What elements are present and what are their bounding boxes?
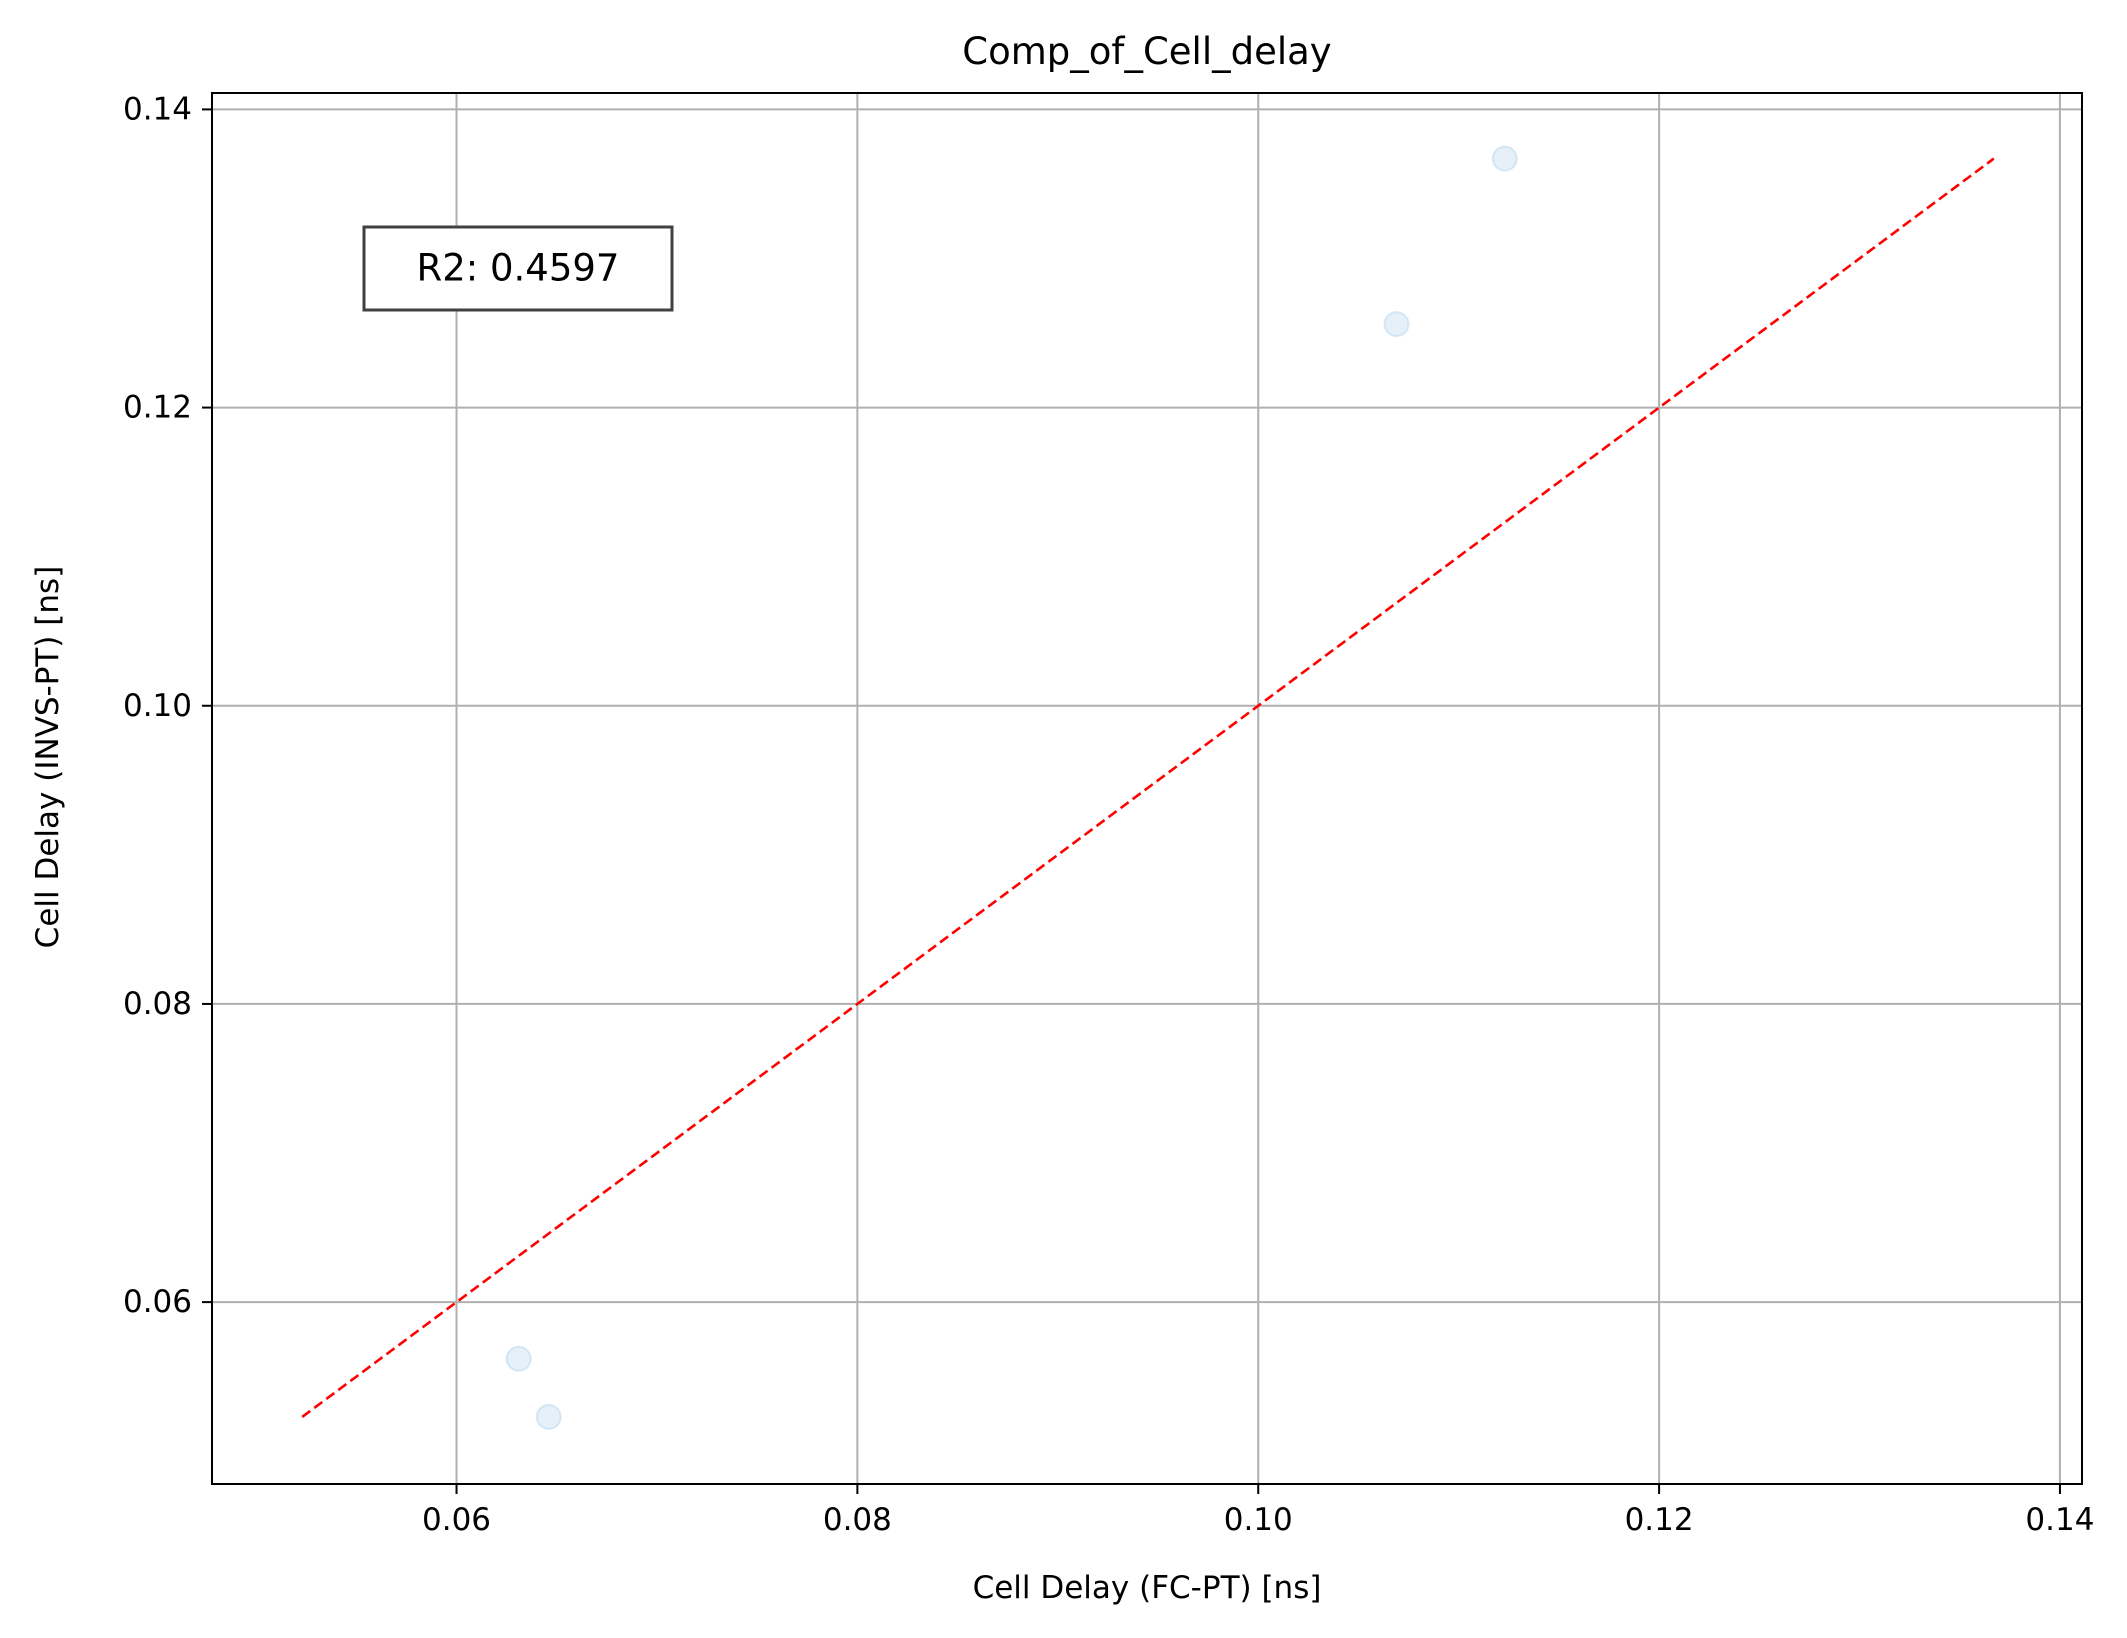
- y-tick-label: 0.14: [123, 91, 192, 127]
- x-tick-label: 0.08: [823, 1502, 892, 1538]
- data-point: [1383, 311, 1410, 338]
- annotation: R2: 0.4597: [362, 225, 674, 312]
- grid: [212, 93, 2082, 1484]
- chart-title: Comp_of_Cell_delay: [962, 30, 1331, 73]
- reference-line-layer: [301, 157, 1995, 1418]
- r2-annotation-text: R2: 0.4597: [417, 247, 620, 290]
- y-tick-label: 0.10: [123, 688, 192, 724]
- data-point: [535, 1403, 562, 1430]
- data-point: [505, 1345, 532, 1372]
- y-axis-label: Cell Delay (INVS-PT) [ns]: [30, 566, 66, 949]
- data-point: [1491, 145, 1518, 172]
- data-points: [505, 145, 1518, 1430]
- x-tick-label: 0.12: [1625, 1502, 1694, 1538]
- x-tick-label: 0.06: [422, 1502, 491, 1538]
- x-tick-label: 0.14: [2025, 1502, 2094, 1538]
- x-axis-ticks: 0.06 0.08 0.10 0.12 0.14: [422, 1484, 2094, 1538]
- y-tick-label: 0.06: [123, 1284, 192, 1320]
- x-tick-label: 0.10: [1224, 1502, 1293, 1538]
- y-tick-label: 0.08: [123, 986, 192, 1022]
- x-axis-label: Cell Delay (FC-PT) [ns]: [973, 1570, 1322, 1606]
- reference-line: [301, 157, 1995, 1418]
- annotation-box: [362, 225, 674, 312]
- y-axis-ticks: 0.06 0.08 0.10 0.12 0.14: [123, 91, 212, 1320]
- y-tick-label: 0.12: [123, 390, 192, 426]
- plot-frame: [211, 92, 2083, 1485]
